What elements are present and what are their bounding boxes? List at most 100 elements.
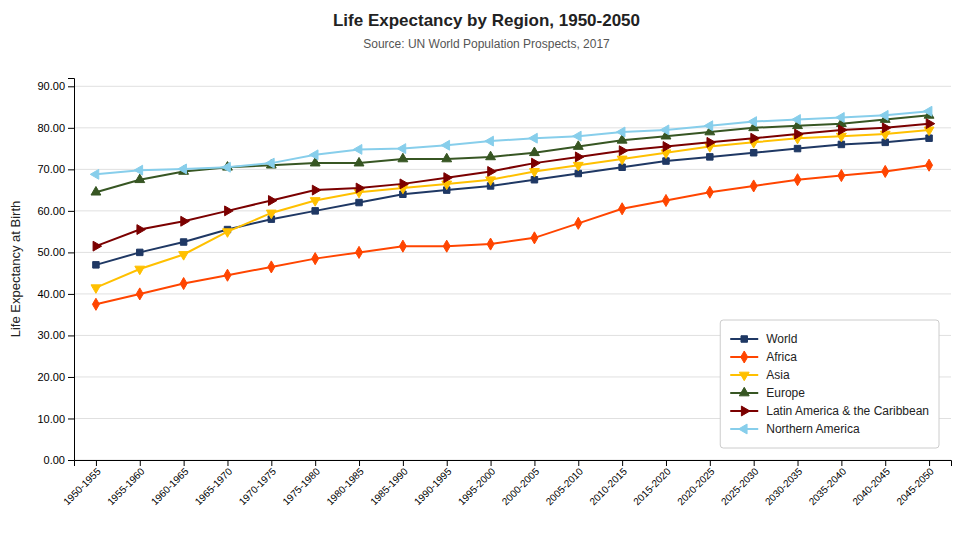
series-marker [442,153,452,162]
x-tick-label: 2005-2010 [544,465,586,507]
series-marker [135,266,145,275]
legend-item: Asia [730,368,790,382]
series-marker [266,158,275,168]
x-tick-label: 1965-1970 [193,465,235,507]
series-marker [706,186,713,198]
x-tick: 1995-2000 [456,460,498,507]
y-tick-mark [68,128,74,129]
series [91,110,934,195]
y-tick-mark [68,418,74,419]
series-marker [663,142,672,152]
series-marker [268,261,275,273]
series-marker [573,162,583,171]
x-tick: 2005-2010 [544,460,586,507]
series-marker [660,125,669,135]
y-tick-mark [68,294,74,295]
x-tick-label: 2045-2050 [894,465,936,507]
x-tick: 2030-2035 [763,460,805,507]
x-tick-mark [710,460,711,466]
x-tick-label: 1990-1995 [412,465,454,507]
x-tick: 1950-1955 [61,460,103,507]
x-tick-label: 2040-2045 [850,465,892,507]
series-marker [531,232,538,244]
x-tick-mark [140,460,141,466]
x-tick-label: 2025-2030 [719,465,761,507]
series-marker [617,156,627,165]
x-tick: 1990-1995 [412,460,454,507]
x-tick-label: 1985-1990 [368,465,410,507]
series-marker [310,157,320,166]
series-marker [795,129,804,139]
series-marker [836,113,845,123]
legend-item: World [730,332,797,346]
series-marker [93,262,99,268]
series-marker [91,285,101,294]
legend-swatch-marker [741,406,750,416]
series-marker [180,278,187,290]
series-line [96,138,929,265]
x-tick-label: 1995-2000 [456,465,498,507]
series-marker [268,196,277,206]
series-marker [134,165,143,175]
series-marker [399,240,406,252]
x-axis-line [75,461,952,467]
x-tick-label: 1975-1980 [280,465,322,507]
series-marker [487,238,494,250]
series-marker [704,121,713,131]
series-marker [223,229,233,238]
y-tick-mark [68,252,74,253]
series-marker [179,252,189,261]
series-marker [181,216,190,226]
x-tick-mark [227,460,228,466]
series-marker [616,127,625,137]
series [92,159,932,310]
y-tick: 50.00 [37,246,74,258]
y-tick: 60.00 [37,205,74,217]
x-tick: 1985-1990 [368,460,410,507]
series-marker [926,119,935,129]
series-marker [661,150,671,159]
y-axis-line [68,79,75,461]
series-marker [839,125,848,135]
series-marker [354,157,364,166]
series-marker [356,199,362,205]
x-tick-mark [359,460,360,466]
y-tick-label: 70.00 [37,163,65,175]
grid-line [74,293,951,294]
chart: Life Expectancy by Region, 1950-2050Sour… [0,0,973,534]
series-marker [137,225,146,235]
series-marker [486,151,496,160]
series-marker [180,239,186,245]
series-marker [398,153,408,162]
series-marker [397,144,406,154]
x-tick-mark [622,460,623,466]
series-line [96,124,929,246]
series-marker [400,179,409,189]
y-tick: 0.00 [44,454,74,466]
legend-label: Africa [766,350,797,364]
x-tick-mark [271,460,272,466]
legend-swatch-marker [739,387,749,396]
y-axis: 0.0010.0020.0030.0040.0050.0060.0070.008… [37,79,74,467]
series-marker [573,141,583,150]
grid-line [74,210,951,211]
x-tick: 2015-2020 [631,460,673,507]
x-tick-mark [447,460,448,466]
y-tick: 70.00 [37,163,74,175]
series-marker [90,169,99,179]
legend-swatch-marker [741,351,748,363]
legend-item: Europe [730,386,805,400]
legend-label: Northern America [766,422,860,436]
legend-item: Northern America [730,422,860,436]
legend-swatch-marker [739,372,749,381]
series-marker [748,117,757,127]
series-marker [266,210,276,219]
x-tick-label: 1955-1960 [105,465,147,507]
series-marker [442,181,452,190]
x-tick: 2010-2015 [587,460,629,507]
series-marker [224,269,231,281]
x-tick: 2035-2040 [807,460,849,507]
x-tick-label: 2015-2020 [631,465,673,507]
grid-line [74,127,951,128]
x-tick: 1955-1960 [105,460,147,507]
